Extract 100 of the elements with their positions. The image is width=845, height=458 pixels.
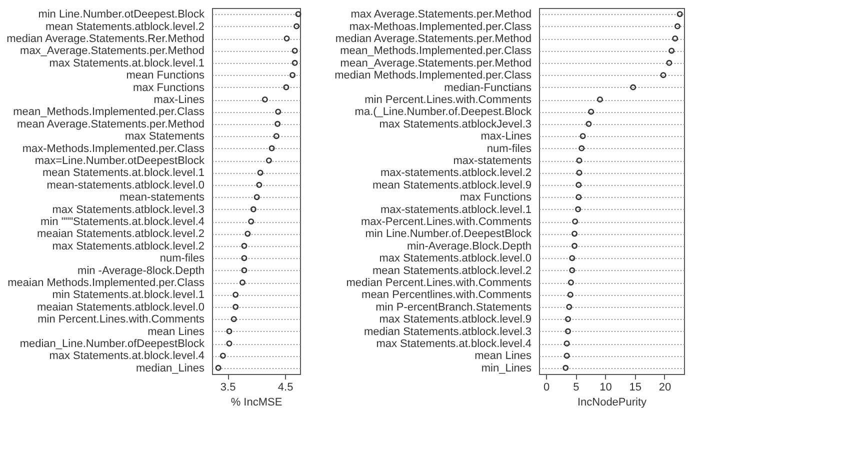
- y-tick-label: min Line.Number.of.DeepestBlock: [365, 228, 532, 240]
- y-tick-label: min_Lines: [481, 362, 532, 374]
- point: [254, 194, 260, 200]
- y-tick-label: mean Statements.at.block.level.1: [42, 167, 204, 180]
- x-tick-label: 4.5: [278, 382, 294, 394]
- y-tick-label: max Statements.atblock.level.9: [379, 314, 532, 326]
- point: [572, 242, 578, 249]
- point: [257, 170, 264, 176]
- y-tick-label: median Methods.Implemented.per.Class: [334, 70, 532, 82]
- point: [575, 206, 582, 212]
- point: [568, 280, 574, 286]
- y-tick-label: max Functions: [132, 82, 205, 94]
- y-tick-label: max Statements.at.block.level.4: [49, 350, 204, 362]
- point: [572, 230, 578, 237]
- y-tick-label: mean Statements.atblock.level.9: [372, 179, 532, 192]
- point: [569, 255, 576, 262]
- y-tick-label: max-Percent.Lines.with.Comments: [360, 216, 532, 228]
- point: [283, 84, 290, 90]
- y-tick-label: mean Percentlines.with.Comments: [362, 289, 532, 302]
- y-tick-label: meaian Methods.Implemented.per.Class: [8, 277, 205, 289]
- point: [562, 364, 569, 371]
- x-tick-label: 15: [629, 382, 642, 394]
- point: [630, 84, 636, 90]
- y-tick-label: mean Statements.atblock.level.2: [372, 264, 532, 277]
- point: [239, 280, 246, 286]
- y-tick-label: max Statements.at.block.level.1: [49, 57, 204, 70]
- point: [676, 11, 683, 18]
- y-tick-label: max Average.Statements.per.Method: [350, 8, 532, 21]
- x-axis-title: IncNodePurity: [577, 396, 648, 408]
- point: [220, 352, 226, 359]
- y-tick-label: mean_Methods.Implemented.per.Class: [13, 106, 205, 118]
- y-tick-label: mean-statements: [120, 192, 205, 204]
- point: [244, 230, 251, 237]
- point: [672, 36, 678, 42]
- y-tick-label: max_Average.Statements.per.Method: [20, 45, 204, 58]
- point: [576, 158, 582, 164]
- point: [674, 23, 680, 30]
- y-tick-label: min Line.Number.otDeepest.Block: [38, 8, 205, 21]
- y-tick-label: max Statements.at.block.level.4: [376, 338, 532, 350]
- x-tick-label: 3.5: [220, 382, 236, 394]
- y-tick-label: ma.(_Line.Number.of.Deepest.Block: [354, 106, 532, 118]
- x-tick-label: 10: [600, 382, 612, 394]
- x-tick-label: 5: [573, 382, 580, 394]
- y-tick-label: min Percent.Lines.with.Comments: [38, 314, 205, 326]
- point: [576, 182, 582, 188]
- point: [294, 23, 300, 30]
- y-tick-label: min Statements.at.block.level.1: [52, 289, 204, 302]
- point: [275, 108, 282, 115]
- y-tick-label: mean Lines: [148, 326, 205, 338]
- y-tick-label: median Average.Statements.Rer.Method: [6, 33, 204, 45]
- point: [580, 133, 586, 140]
- point: [564, 340, 570, 346]
- point: [250, 206, 256, 212]
- y-tick-label: max-statements: [453, 155, 532, 167]
- point: [295, 11, 302, 18]
- point: [262, 96, 268, 102]
- y-tick-label: min """Statements.at.block.level.4: [40, 216, 204, 228]
- point: [578, 145, 585, 152]
- point: [668, 48, 675, 54]
- y-tick-label: max-Methoas.Implemented.per.Class: [349, 20, 532, 33]
- y-tick-label: mean Lines: [474, 350, 532, 362]
- point: [232, 292, 239, 298]
- y-tick-label: max Statements.atblock.level.2: [52, 240, 204, 252]
- point: [226, 328, 232, 334]
- y-tick-label: max-statements.atblock.level.2: [380, 167, 532, 180]
- point: [586, 120, 592, 127]
- point: [567, 292, 574, 298]
- y-tick-label: max-statements.atblock.level.1: [380, 204, 532, 216]
- y-tick-label: mean Statements.atblock.level.2: [46, 20, 204, 33]
- y-tick-label: mean-statements.atblock.level.0: [46, 179, 204, 192]
- x-tick-label: 20: [658, 382, 672, 394]
- point: [565, 316, 571, 322]
- y-tick-label: mean Average.Statements.per.Method: [16, 118, 204, 130]
- y-tick-label: max Functions: [460, 192, 532, 204]
- point: [241, 255, 248, 262]
- y-tick-label: num-files: [160, 252, 205, 265]
- y-tick-label: max Statements.atblock.level.3: [52, 204, 204, 216]
- point: [256, 182, 262, 188]
- y-tick-label: meaian Statements.atblock.level.2: [36, 228, 204, 240]
- point: [215, 364, 222, 371]
- point: [273, 133, 280, 140]
- y-tick-label: max-Methods.Implemented.per.Class: [22, 142, 205, 155]
- y-tick-label: max Statements.atblockJevel.3: [379, 118, 532, 130]
- point: [241, 267, 248, 274]
- point: [241, 242, 248, 249]
- y-tick-label: min Percent.Lines.with.Comments: [364, 94, 532, 106]
- point: [292, 48, 298, 54]
- y-tick-label: median-Functians: [444, 82, 532, 94]
- y-tick-label: min-Average.Block.Depth: [406, 240, 532, 252]
- point: [292, 60, 298, 66]
- y-tick-label: num-files: [486, 142, 532, 155]
- y-tick-label: median Percent.Lines.with.Comments: [346, 277, 532, 289]
- point: [268, 145, 275, 152]
- y-tick-label: max-Lines: [154, 94, 205, 106]
- point: [569, 267, 576, 274]
- point: [572, 218, 578, 224]
- y-tick-label: max Statements.atblock.level.0: [379, 252, 532, 265]
- point: [284, 36, 290, 42]
- y-tick-label: mean_Average.Statements.per.Method: [340, 57, 532, 70]
- y-tick-label: mean_Methods.Implemented.per.Class: [340, 45, 532, 58]
